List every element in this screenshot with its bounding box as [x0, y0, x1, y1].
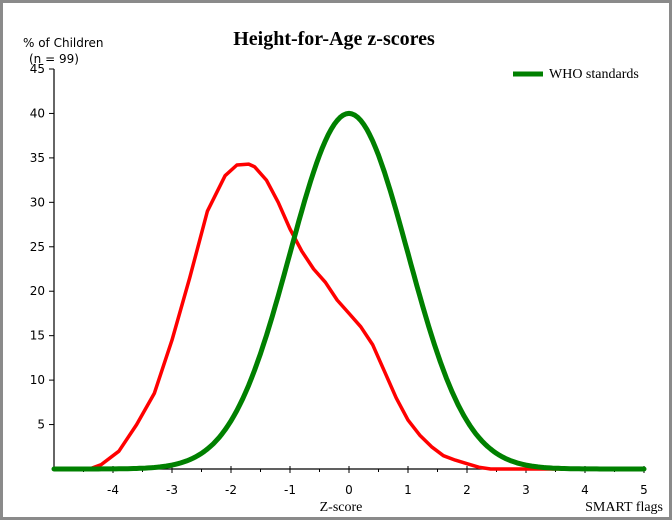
x-tick-label: 0 — [345, 483, 353, 497]
chart-title: Height-for-Age z-scores — [233, 28, 435, 50]
y-axis-label: % of Children — [23, 36, 104, 50]
x-tick-label: -3 — [166, 483, 178, 497]
height-for-age-chart: Height-for-Age z-scores % of Children (n… — [23, 28, 663, 515]
x-tick-label: -1 — [284, 483, 296, 497]
y-tick-label: 15 — [30, 329, 45, 343]
series-line-sample — [52, 162, 646, 471]
y-tick-label: 10 — [30, 373, 45, 387]
smart-flags-note: SMART flags — [585, 500, 663, 515]
legend-label-who: WHO standards — [549, 67, 639, 82]
y-tick-label: 35 — [30, 151, 45, 165]
x-tick-label: 2 — [463, 483, 471, 497]
x-tick-label: -4 — [107, 483, 119, 497]
x-axis-label: Z-score — [320, 500, 363, 515]
y-tick-label: 45 — [30, 62, 45, 76]
series-line-who-standards — [51, 110, 647, 472]
x-tick-label: 4 — [581, 483, 589, 497]
x-tick-label: -2 — [225, 483, 237, 497]
y-axis-sample-size: (n = 99) — [29, 52, 79, 66]
y-tick-label: 20 — [30, 284, 45, 298]
legend: WHO standards — [513, 67, 639, 82]
x-tick-label: 5 — [640, 483, 648, 497]
y-tick-label: 5 — [37, 418, 45, 432]
y-tick-label: 30 — [30, 195, 45, 209]
x-tick-label: 3 — [522, 483, 530, 497]
y-tick-label: 25 — [30, 240, 45, 254]
y-tick-label: 40 — [30, 106, 45, 120]
x-tick-label: 1 — [404, 483, 412, 497]
